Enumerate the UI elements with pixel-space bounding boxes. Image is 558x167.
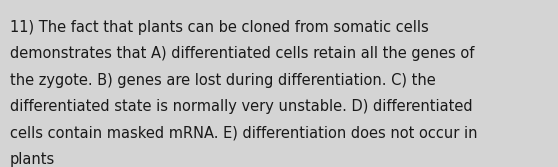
Text: demonstrates that A) differentiated cells retain all the genes of: demonstrates that A) differentiated cell… [10, 46, 474, 61]
Text: the zygote. B) genes are lost during differentiation. C) the: the zygote. B) genes are lost during dif… [10, 73, 436, 88]
Text: plants: plants [10, 152, 55, 167]
Text: 11) The fact that plants can be cloned from somatic cells: 11) The fact that plants can be cloned f… [10, 20, 429, 35]
Text: cells contain masked mRNA. E) differentiation does not occur in: cells contain masked mRNA. E) differenti… [10, 126, 478, 141]
Text: differentiated state is normally very unstable. D) differentiated: differentiated state is normally very un… [10, 99, 473, 114]
